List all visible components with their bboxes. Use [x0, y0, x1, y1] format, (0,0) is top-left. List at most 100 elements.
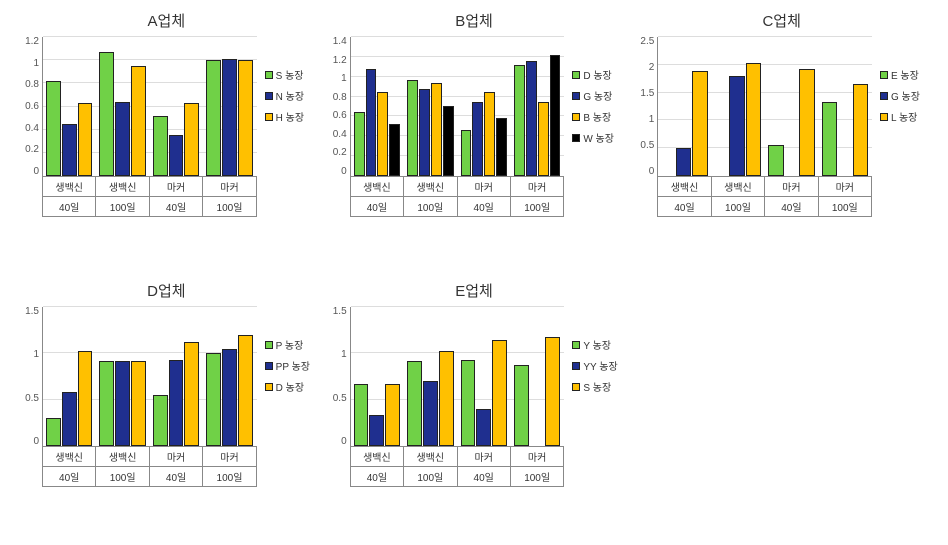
bar-group: [458, 37, 511, 176]
bar-group: [511, 37, 564, 176]
x-tick-label-bottom: 100일: [511, 197, 564, 217]
bar: [407, 361, 422, 446]
y-axis: 1.510.50: [328, 307, 350, 447]
x-tick-label-top: 마커: [765, 177, 818, 197]
bar: [78, 351, 93, 446]
legend-label: P 농장: [276, 337, 304, 352]
y-axis: 1.210.80.60.40.20: [20, 37, 42, 177]
chart-body: 1.41.210.80.60.40.20생백신생백신마커마커40일100일40일…: [328, 37, 621, 217]
legend-swatch: [572, 134, 580, 142]
plot-row: 2.521.510.50: [635, 37, 872, 177]
legend-item: S 농장: [265, 67, 313, 82]
x-axis-row-2: 40일100일40일100일: [350, 197, 565, 217]
y-tick-label: 0: [341, 437, 347, 447]
x-axis-row-2: 40일100일40일100일: [350, 467, 565, 487]
y-tick-label: 0.8: [333, 93, 347, 103]
x-tick-label-bottom: 40일: [43, 197, 96, 217]
y-tick-label: 0.6: [25, 102, 39, 112]
y-tick-label: 2.5: [640, 37, 654, 47]
y-tick-label: 0.5: [25, 394, 39, 404]
bar-group: [203, 37, 256, 176]
x-tick-label-top: 마커: [511, 447, 564, 467]
legend-swatch: [572, 71, 580, 79]
y-tick-label: 0: [33, 437, 39, 447]
chart-body: 1.510.50생백신생백신마커마커40일100일40일100일P 농장PP 농…: [20, 307, 313, 487]
chart-body: 2.521.510.50생백신생백신마커마커40일100일40일100일E 농장…: [635, 37, 928, 217]
x-tick-label-bottom: 40일: [150, 197, 203, 217]
legend-swatch: [572, 362, 580, 370]
bar-group: [658, 37, 711, 176]
chart-title: D업체: [147, 280, 185, 301]
x-tick-label-top: 마커: [458, 177, 511, 197]
legend-item: G 농장: [572, 88, 620, 103]
y-tick-label: 1: [649, 115, 655, 125]
bar: [115, 361, 130, 446]
x-tick-label-bottom: 100일: [712, 197, 765, 217]
y-tick-label: 0.2: [25, 145, 39, 155]
x-tick-label-bottom: 100일: [96, 197, 149, 217]
legend-item: D 농장: [572, 67, 620, 82]
bar: [484, 92, 495, 176]
x-tick-label-top: 생백신: [351, 177, 404, 197]
legend-label: B 농장: [583, 109, 611, 124]
legend-item: G 농장: [880, 88, 928, 103]
legend-swatch: [265, 383, 273, 391]
x-axis-row-1: 생백신생백신마커마커: [42, 447, 257, 467]
legend-item: D 농장: [265, 379, 313, 394]
bar-group: [43, 37, 96, 176]
chart-body: 1.210.80.60.40.20생백신생백신마커마커40일100일40일100…: [20, 37, 313, 217]
bar: [169, 135, 184, 176]
legend-swatch: [572, 341, 580, 349]
legend-item: E 농장: [880, 67, 928, 82]
legend-label: S 농장: [583, 379, 611, 394]
x-axis-row-1: 생백신생백신마커마커: [42, 177, 257, 197]
legend-label: H 농장: [276, 109, 304, 124]
legend-swatch: [572, 113, 580, 121]
bar: [222, 59, 237, 176]
y-tick-label: 0.6: [333, 111, 347, 121]
legend-swatch: [572, 383, 580, 391]
bar: [153, 116, 168, 176]
bar: [366, 69, 377, 176]
bar: [115, 102, 130, 176]
bar: [492, 340, 507, 446]
chart-panel-E: E업체1.510.50생백신생백신마커마커40일100일40일100일Y 농장Y…: [328, 280, 621, 535]
x-axis-row-2: 40일100일40일100일: [42, 197, 257, 217]
chart-title: C업체: [762, 10, 800, 31]
x-tick-label-top: 마커: [511, 177, 564, 197]
plot-wrap: 1.510.50생백신생백신마커마커40일100일40일100일: [328, 307, 565, 487]
y-tick-label: 1: [341, 74, 347, 84]
plot-wrap: 1.41.210.80.60.40.20생백신생백신마커마커40일100일40일…: [328, 37, 565, 217]
plot-wrap: 1.210.80.60.40.20생백신생백신마커마커40일100일40일100…: [20, 37, 257, 217]
legend: D 농장G 농장B 농장W 농장: [572, 67, 620, 145]
x-tick-label-bottom: 100일: [404, 197, 457, 217]
legend-swatch: [880, 71, 888, 79]
y-tick-label: 1: [33, 350, 39, 360]
legend-swatch: [880, 92, 888, 100]
bar: [746, 63, 761, 176]
y-tick-label: 0.2: [333, 148, 347, 158]
plot-area: [350, 307, 565, 447]
y-tick-label: 0: [33, 167, 39, 177]
x-tick-label-bottom: 40일: [765, 197, 818, 217]
legend-label: YY 농장: [583, 358, 617, 373]
chart-title: B업체: [455, 10, 493, 31]
x-tick-label-top: 마커: [150, 447, 203, 467]
y-tick-label: 2: [649, 63, 655, 73]
bar-group: [96, 307, 149, 446]
chart-panel-A: A업체1.210.80.60.40.20생백신생백신마커마커40일100일40일…: [20, 10, 313, 265]
plot-row: 1.210.80.60.40.20: [20, 37, 257, 177]
legend-swatch: [265, 362, 273, 370]
x-tick-label-top: 생백신: [658, 177, 711, 197]
bar: [461, 130, 472, 176]
x-tick-label-top: 생백신: [43, 447, 96, 467]
legend-swatch: [265, 92, 273, 100]
bar-group: [819, 37, 872, 176]
legend-item: Y 농장: [572, 337, 620, 352]
legend-label: G 농장: [583, 88, 612, 103]
y-tick-label: 0: [341, 167, 347, 177]
bars-layer: [43, 307, 257, 446]
bar: [407, 80, 418, 176]
chart-panel-B: B업체1.41.210.80.60.40.20생백신생백신마커마커40일100일…: [328, 10, 621, 265]
y-tick-label: 1.5: [25, 307, 39, 317]
